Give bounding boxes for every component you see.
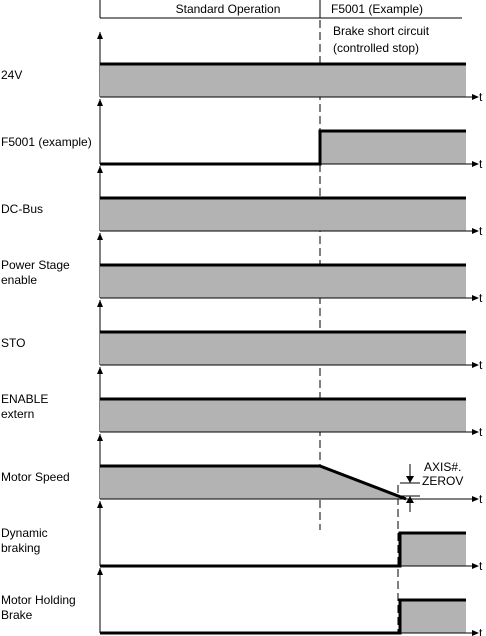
motor-speed-time-label: t	[479, 492, 483, 506]
sto-time-label: t	[479, 358, 483, 372]
axis-zerov-annotation: AXIS#. ZEROV	[400, 460, 463, 512]
dynamic-braking-label-line2: braking	[1, 541, 40, 555]
power-stage-enable-time-label: t	[479, 291, 483, 305]
motor-speed-level-arrowhead	[97, 434, 103, 441]
enable-extern-level-arrowhead	[97, 367, 103, 374]
dynamic-braking-signal-fill	[400, 533, 466, 566]
f5001-label-line1: F5001 (example)	[1, 135, 92, 149]
dynamic-braking-time-arrowhead	[472, 563, 479, 569]
enable-extern-label-line2: extern	[1, 407, 34, 421]
motor-holding-brake-time-label: t	[479, 626, 483, 636]
dc-bus-signal-fill	[100, 198, 466, 231]
dc-bus-label-line1: DC-Bus	[1, 202, 43, 216]
power-stage-enable-label-line1: Power Stage	[1, 258, 70, 272]
power-stage-enable-time-arrowhead	[472, 295, 479, 301]
motor-holding-brake-level-arrowhead	[97, 568, 103, 575]
zerov-arrow-down-head	[406, 476, 414, 483]
24v-time-label: t	[479, 90, 483, 104]
fault-note-line2: (controlled stop)	[333, 41, 419, 55]
sto-level-arrowhead	[97, 300, 103, 307]
fault-note-line1: Brake short circuit	[333, 24, 430, 38]
motor-holding-brake-signal-fill	[400, 600, 466, 633]
zerov-arrow-up-head	[406, 496, 414, 503]
enable-extern-time-arrowhead	[472, 429, 479, 435]
motor-holding-brake-label-line2: Brake	[1, 608, 33, 622]
f5001-signal-fill	[320, 131, 466, 164]
dc-bus-time-arrowhead	[472, 228, 479, 234]
power-stage-enable-label-line2: enable	[1, 273, 37, 287]
enable-extern-signal-fill	[100, 399, 466, 432]
f5001-time-label: t	[479, 157, 483, 171]
dynamic-braking-label-line1: Dynamic	[1, 526, 48, 540]
motor-speed-time-arrowhead	[472, 496, 479, 502]
motor-holding-brake-label-line1: Motor Holding	[1, 593, 76, 607]
motor-holding-brake-time-arrowhead	[472, 630, 479, 636]
annotation-line1: AXIS#.	[424, 460, 461, 474]
dc-bus-time-label: t	[479, 224, 483, 238]
motor-speed-label-line1: Motor Speed	[1, 470, 70, 484]
dynamic-braking-time-label: t	[479, 559, 483, 573]
dc-bus-level-arrowhead	[97, 166, 103, 173]
sto-time-arrowhead	[472, 362, 479, 368]
phase-fault-label: F5001 (Example)	[331, 2, 423, 16]
24v-label-line1: 24V	[1, 68, 22, 82]
sto-signal-fill	[100, 332, 466, 365]
f5001-level-arrowhead	[97, 99, 103, 106]
f5001-time-arrowhead	[472, 161, 479, 167]
enable-extern-time-label: t	[479, 425, 483, 439]
24v-signal-fill	[100, 64, 466, 97]
motor-speed-signal-line	[100, 464, 407, 501]
power-stage-enable-level-arrowhead	[97, 233, 103, 240]
phase-standard-label: Standard Operation	[176, 2, 281, 16]
header: Standard Operation F5001 (Example) Brake…	[99, 0, 462, 55]
sto-label-line1: STO	[1, 336, 25, 350]
dynamic-braking-level-arrowhead	[97, 501, 103, 508]
annotation-line2: ZEROV	[422, 474, 463, 488]
24v-time-arrowhead	[472, 94, 479, 100]
enable-extern-label-line1: ENABLE	[1, 392, 48, 406]
motor-speed-signal-fill	[100, 466, 406, 499]
power-stage-enable-signal-fill	[100, 265, 466, 298]
24v-level-arrowhead	[97, 32, 103, 39]
